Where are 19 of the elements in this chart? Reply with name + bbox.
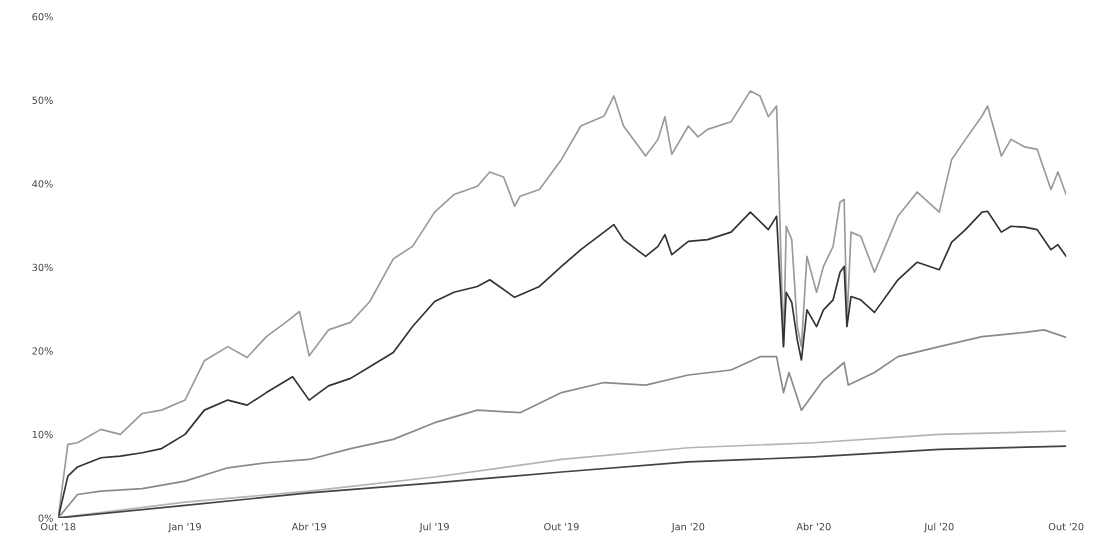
y-tick-label: 10%	[32, 430, 53, 439]
x-tick-label: Jul '19	[419, 522, 449, 533]
line-series	[58, 329, 1067, 518]
x-tick-label: Out '20	[1048, 522, 1084, 531]
line-series	[58, 445, 1067, 518]
line-series	[58, 210, 1067, 518]
x-tick-label: Out '19	[544, 522, 579, 531]
x-tick-label: Jan '19	[167, 522, 201, 533]
y-tick-label: 40%	[32, 180, 53, 188]
x-tick-label: Jan '20	[671, 522, 705, 533]
y-tick-label: 60%	[32, 13, 53, 21]
x-tick-label: Jul '20	[923, 522, 954, 533]
x-tick-label: Abr '20	[796, 522, 831, 531]
x-tick-label: Out '18	[40, 522, 76, 531]
y-tick-label: 30%	[32, 263, 53, 272]
x-tick-label: Abr '19	[291, 522, 326, 531]
y-tick-label: 50%	[32, 96, 53, 104]
y-tick-label: 0%	[38, 514, 53, 522]
y-tick-label: 20%	[32, 347, 53, 355]
